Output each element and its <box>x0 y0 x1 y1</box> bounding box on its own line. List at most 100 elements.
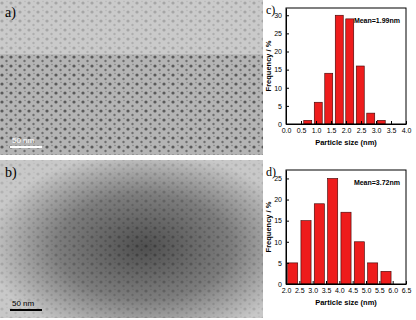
x-tick: 4.0 <box>335 281 345 294</box>
y-tick-label: 15 <box>274 66 282 73</box>
x-tick-label: 2.0 <box>282 287 292 294</box>
x-tick: 2.0 <box>342 121 352 134</box>
x-tick: 2.5 <box>295 281 305 294</box>
x-tick-label: 4.0 <box>402 127 412 134</box>
bar <box>367 113 375 124</box>
y-tick: 5 <box>278 260 289 267</box>
x-tick: 4.5 <box>348 281 358 294</box>
y-axis: 0 5 10 15 20 25 30 <box>274 9 289 128</box>
histogram-chart: 0.0 0.5 1.0 1.5 2.0 2.5 3.0 3.5 4.0 0 5 10 15 20 25 30 P… <box>264 3 411 147</box>
x-tick-label: 4.0 <box>335 287 345 294</box>
plot-frame <box>286 8 406 124</box>
x-tick-label: 6.0 <box>388 287 398 294</box>
y-tick-label: 5 <box>278 260 282 267</box>
y-tick-label: 15 <box>274 217 282 224</box>
y-tick-label: 10 <box>274 84 282 91</box>
x-tick: 1.0 <box>312 121 322 134</box>
x-tick-label: 1.5 <box>327 127 337 134</box>
x-tick-label: 3.5 <box>322 287 332 294</box>
x-tick: 3.5 <box>322 281 332 294</box>
x-tick-label: 5.0 <box>362 287 372 294</box>
bar <box>377 120 385 124</box>
scale-bar-label: 50 nm <box>12 299 35 308</box>
plot-frame <box>286 170 406 284</box>
panel-label: c) <box>266 3 275 17</box>
bars <box>304 15 385 124</box>
y-tick: 15 <box>274 66 289 73</box>
bar <box>325 73 333 124</box>
x-tick: 3.0 <box>372 121 382 134</box>
panel-label: b) <box>5 165 17 181</box>
x-tick: 5.5 <box>375 281 385 294</box>
bar <box>368 263 378 284</box>
annotation: Mean=1.99nm <box>354 17 400 24</box>
y-tick: 20 <box>274 196 289 203</box>
annotation: Mean=3.72nm <box>354 179 400 186</box>
bar <box>381 271 391 284</box>
y-tick: 30 <box>274 12 289 19</box>
scale-bar <box>10 146 42 148</box>
tem-image: a) 50 nm <box>0 0 263 155</box>
x-tick-label: 6.5 <box>402 287 412 294</box>
x-tick: 4.0 <box>402 121 412 134</box>
bar <box>341 212 351 284</box>
x-tick-label: 0.0 <box>282 127 292 134</box>
x-tick: 0.5 <box>297 121 307 134</box>
y-tick-label: 30 <box>274 12 282 19</box>
y-tick-label: 0 <box>278 281 282 288</box>
scale-bar <box>10 309 42 311</box>
bar <box>328 178 338 284</box>
background <box>0 0 416 320</box>
y-tick: 10 <box>274 84 289 91</box>
y-tick-label: 20 <box>274 48 282 55</box>
y-tick: 5 <box>278 103 289 110</box>
y-axis-title: Frequency / % <box>264 201 273 252</box>
x-tick: 3.5 <box>387 121 397 134</box>
bar <box>304 120 312 124</box>
y-tick-label: 0 <box>278 121 282 128</box>
x-tick-label: 0.5 <box>297 127 307 134</box>
x-tick-label: 3.0 <box>372 127 382 134</box>
y-tick-label: 10 <box>274 239 282 246</box>
image-area <box>0 160 263 318</box>
bar <box>288 263 298 284</box>
y-tick-label: 25 <box>274 30 282 37</box>
x-tick: 6.0 <box>388 281 398 294</box>
bar <box>354 242 364 284</box>
x-axis: 2.02.53.0 3.54.04.5 5.05.56.0 6.5 <box>282 281 412 294</box>
x-tick-label: 2.5 <box>295 287 305 294</box>
x-tick: 5.0 <box>362 281 372 294</box>
y-tick-label: 5 <box>278 103 282 110</box>
image-shade <box>0 160 263 318</box>
y-tick: 25 <box>274 30 289 37</box>
x-tick-label: 3.5 <box>387 127 397 134</box>
x-tick-label: 2.5 <box>357 127 367 134</box>
panel-label: d) <box>266 165 276 179</box>
y-tick: 25 <box>274 175 289 182</box>
x-tick-label: 4.5 <box>348 287 358 294</box>
x-axis-title: Particle size (nm) <box>315 138 377 147</box>
x-tick-label: 5.5 <box>375 287 385 294</box>
scale-bar-label: 50 nm <box>12 136 35 145</box>
x-tick-label: 1.0 <box>312 127 322 134</box>
image-shade <box>0 0 263 54</box>
x-axis: 0.0 0.5 1.0 1.5 2.0 2.5 3.0 3.5 4.0 <box>282 121 412 134</box>
y-tick-label: 20 <box>274 196 282 203</box>
x-tick-label: 2.0 <box>342 127 352 134</box>
x-tick: 3.0 <box>308 281 318 294</box>
y-tick: 20 <box>274 48 289 55</box>
bar <box>314 102 322 124</box>
image-area <box>0 0 263 155</box>
y-tick: 15 <box>274 217 289 224</box>
bar <box>301 221 311 284</box>
tem-image: b) 50 nm <box>0 160 263 318</box>
x-axis-title: Particle size (nm) <box>315 298 377 307</box>
panel-label: a) <box>5 5 16 21</box>
y-tick: 10 <box>274 239 289 246</box>
x-tick-label: 3.0 <box>308 287 318 294</box>
bar <box>346 19 354 124</box>
y-axis-title: Frequency / % <box>264 40 273 91</box>
histogram-chart: 2.02.53.0 3.54.04.5 5.05.56.0 6.5 0 5 10 15 20 25… <box>264 165 411 307</box>
x-tick: 1.5 <box>327 121 337 134</box>
x-tick: 6.5 <box>402 281 412 294</box>
